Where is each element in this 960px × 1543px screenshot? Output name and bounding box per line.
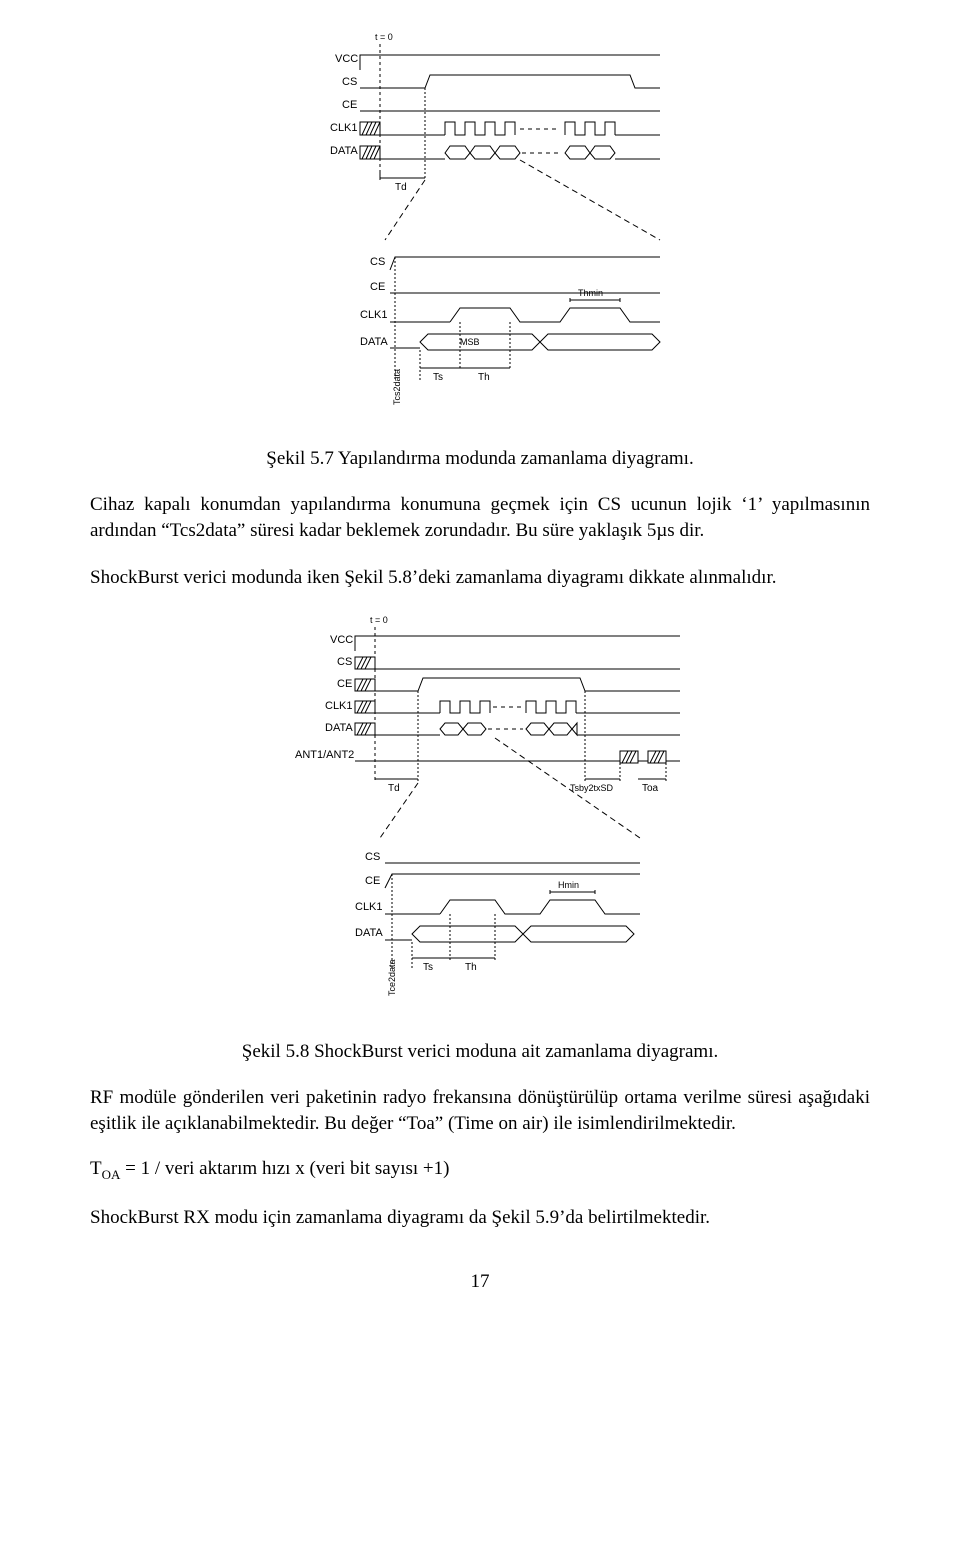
- page-number: 17: [90, 1271, 870, 1293]
- detail-ce: CE: [370, 281, 385, 293]
- td-58: Td: [388, 783, 400, 794]
- toa-58: Toa: [642, 783, 659, 794]
- sig-cs: CS: [342, 76, 357, 88]
- detail-data: DATA: [360, 336, 388, 348]
- d58-ce: CE: [365, 875, 380, 887]
- formula-sub: OA: [102, 1167, 121, 1182]
- detail-cs: CS: [370, 256, 385, 268]
- tce2data-label: Tce2data: [387, 959, 397, 996]
- sig-ce-58: CE: [337, 678, 352, 690]
- figure-5-7-caption: Şekil 5.7 Yapılandırma modunda zamanlama…: [90, 448, 870, 470]
- sig-clk1: CLK1: [330, 122, 358, 134]
- sig-ant-58: ANT1/ANT2: [295, 749, 354, 761]
- t0-label: t = 0: [375, 32, 393, 42]
- sig-vcc: VCC: [335, 53, 358, 65]
- paragraph-3: RF modüle gönderilen veri paketinin rady…: [90, 1085, 870, 1136]
- sig-data-58: DATA: [325, 722, 353, 734]
- sig-cs-58: CS: [337, 656, 352, 668]
- timing-diagram-5-7: t = 0 VCC CS CE CLK1: [260, 30, 700, 430]
- d58-data: DATA: [355, 927, 383, 939]
- hmin-label: Hmin: [558, 880, 579, 890]
- tsby-58: Tsby2txSD: [570, 783, 614, 793]
- formula-toa: TOA = 1 / veri aktarım hızı x (veri bit …: [90, 1158, 870, 1183]
- d58-cs: CS: [365, 851, 380, 863]
- formula-rest: = 1 / veri aktarım hızı x (veri bit sayı…: [120, 1158, 449, 1179]
- sig-ce: CE: [342, 99, 357, 111]
- detail-clk1: CLK1: [360, 309, 388, 321]
- ts-58: Ts: [423, 962, 433, 973]
- t0-label-58: t = 0: [370, 615, 388, 625]
- msb-label: MSB: [460, 337, 480, 347]
- thmin-label: Thmin: [578, 288, 603, 298]
- figure-5-8: t = 0 VCC CS CE: [90, 613, 870, 1023]
- figure-5-8-caption: Şekil 5.8 ShockBurst verici moduna ait z…: [90, 1041, 870, 1063]
- tcs2data-label: Tcs2data: [392, 369, 402, 405]
- th-58: Th: [465, 962, 477, 973]
- ts-label: Ts: [433, 372, 443, 383]
- sig-clk1-58: CLK1: [325, 700, 353, 712]
- sig-data: DATA: [330, 145, 358, 157]
- paragraph-4: ShockBurst RX modu için zamanlama diyagr…: [90, 1205, 870, 1231]
- td-label: Td: [395, 182, 407, 193]
- paragraph-2: ShockBurst verici modunda iken Şekil 5.8…: [90, 565, 870, 591]
- timing-diagram-5-8: t = 0 VCC CS CE: [250, 613, 710, 1023]
- figure-5-7: t = 0 VCC CS CE CLK1: [90, 30, 870, 430]
- sig-vcc-58: VCC: [330, 634, 353, 646]
- th-label: Th: [478, 372, 490, 383]
- d58-clk1: CLK1: [355, 901, 383, 913]
- paragraph-1: Cihaz kapalı konumdan yapılandırma konum…: [90, 492, 870, 543]
